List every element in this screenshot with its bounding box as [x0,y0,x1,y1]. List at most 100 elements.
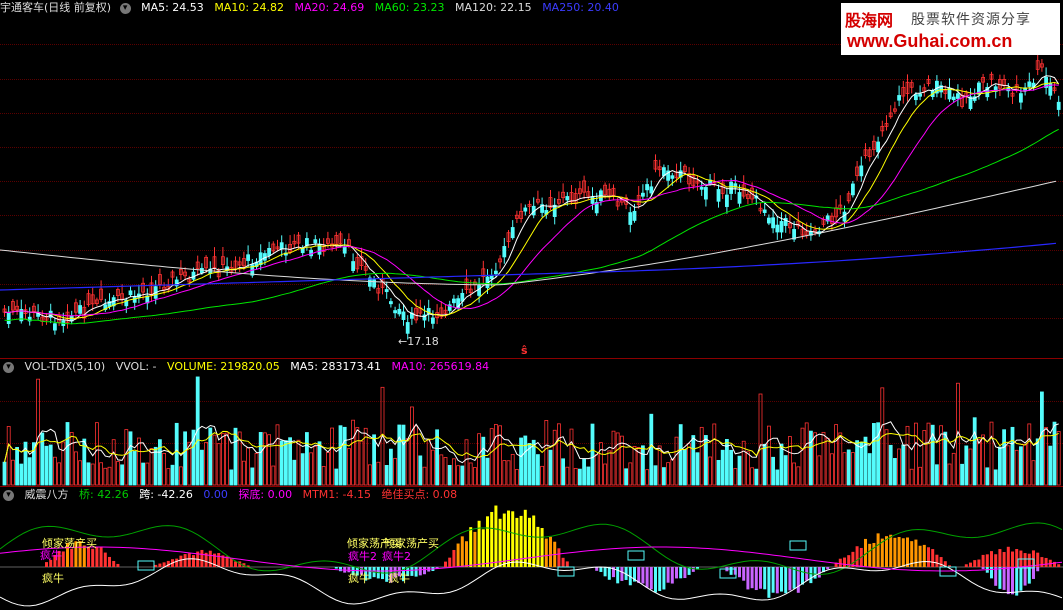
indicator-bar [914,539,918,567]
indicator-bar [549,536,552,567]
candle-body [313,239,318,244]
volume-bar [888,444,893,486]
candle-body [258,252,263,265]
indicator-bar [465,541,468,567]
volume-bar [405,438,410,486]
indicator-bar [939,557,943,567]
indicator-bar [645,567,649,588]
indicator-bar [935,554,939,567]
candle-body [82,306,87,319]
signal-box [137,560,155,571]
volume-bar [359,440,364,486]
ma250-line [0,242,1057,291]
volume-bar [762,443,767,486]
candle-body [670,175,675,179]
indicator-chart[interactable] [0,487,1063,610]
volume-bar [1044,427,1048,486]
candle-body [855,166,859,177]
volume-bar [430,449,435,486]
indicator-bar [108,556,111,567]
price-panel[interactable]: 宇通客车(日线 前复权) ▾ MA5: 24.53 MA10: 24.82 MA… [0,0,1063,358]
volume-bar [893,458,897,486]
volume-bar [754,468,759,486]
candle-body [783,218,788,226]
indicator-bar [759,567,762,589]
candle-body [578,188,582,195]
indicator-bar [691,567,695,572]
candle-body [393,310,398,314]
indicator-bar [633,567,636,582]
volume-bar [283,440,288,486]
candle-body [624,197,628,205]
candle-body [552,204,557,217]
volume-bar [166,468,171,486]
volume-bar [422,466,427,486]
volume-bar [813,432,817,486]
indicator-bar [1015,548,1019,567]
chevron-down-icon[interactable]: ▾ [3,361,14,373]
volume-bar [939,425,943,486]
grid-line [0,284,1063,285]
volume-bar [838,432,843,486]
candle-body [901,87,906,97]
chevron-down-icon[interactable]: ▾ [3,489,14,501]
candle-body [355,257,360,270]
volume-bar [27,457,32,486]
candle-body [792,229,796,240]
indicator-bar [418,567,422,576]
volume-panel[interactable]: ▾ VOL-TDX(5,10) VVOL: - VOLUME: 219820.0… [0,359,1063,486]
candle-body [174,279,179,287]
volume-bar [271,465,276,486]
indicator-bar [179,555,183,567]
indicator-bar [998,567,1002,589]
indicator-bar [750,567,754,589]
candle-body [993,86,998,92]
volume-bar [918,466,922,486]
volume-bar [540,465,544,486]
indicator-bar [91,548,95,567]
indicator-bar [444,561,447,567]
indicator-bar [456,543,460,567]
volume-bar [914,422,918,486]
indicator-bar [990,567,993,579]
candle-body [981,77,985,83]
indicator-bar [99,547,103,567]
volume-bar [241,460,246,486]
indicator-bar [481,529,485,567]
indicator-bar [565,561,569,567]
volume-bar [481,436,486,486]
volume-bar [199,449,204,486]
candle-body [170,271,175,278]
indicator-bar [637,567,641,583]
indicator-bar [922,544,926,567]
indicator-bar [729,567,733,575]
volume-bar [788,436,792,486]
volume-bar [586,466,591,486]
candle-body [1040,63,1044,68]
volume-bar [729,449,733,486]
indicator-bar [95,546,99,567]
candle-body [124,299,129,307]
indicator-panel[interactable]: ▾ 威震八方 桥: 42.26 跨: -42.26 0.00 探底: 0.00 … [0,487,1063,610]
candle-body [691,175,696,187]
volume-bar [536,454,540,486]
indicator-bar [834,562,838,567]
indicator-bar [872,542,876,567]
indicator-bar [490,511,494,567]
volume-bar [191,429,196,486]
volume-bar [275,424,280,486]
indicator-bar [498,518,502,567]
candle-body [489,275,494,280]
volume-bar [1002,429,1006,486]
candlestick-chart[interactable] [0,0,1063,358]
volume-bar [195,376,200,486]
chevron-down-icon[interactable]: ▾ [119,2,131,14]
indicator-bar [112,560,116,567]
indicator-bar [654,567,657,593]
candle-body [859,165,864,177]
indicator-bar [540,528,544,567]
mtm1-value: MTM1: -4.15 [302,488,371,501]
volume-chart[interactable] [0,359,1063,486]
volume-bar [817,455,822,486]
qiao-value: 桥: 42.26 [79,488,129,501]
